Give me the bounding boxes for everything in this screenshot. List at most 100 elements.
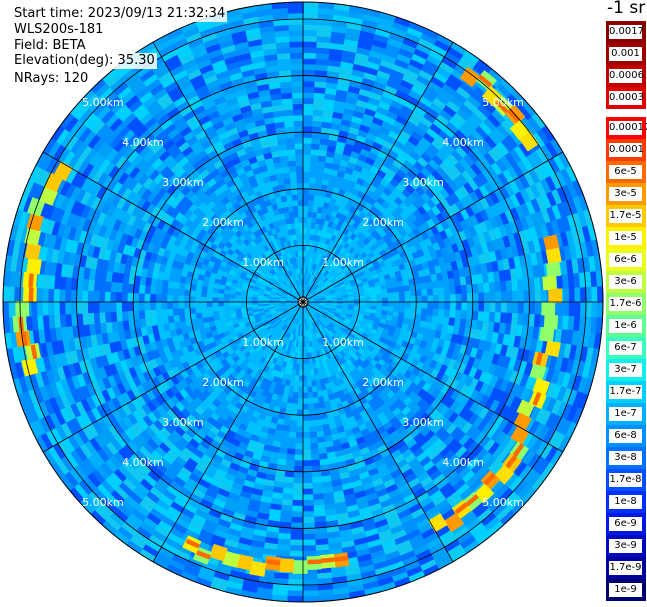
range-gate-cell [303, 1, 320, 9]
range-gate-cell [323, 99, 336, 107]
range-gate-cell [566, 373, 577, 391]
range-gate-cell [452, 325, 460, 336]
range-gate-cell [452, 269, 460, 279]
range-gate-cell [436, 114, 450, 127]
range-gate-cell [116, 311, 123, 322]
range-gate-cell [303, 75, 316, 82]
range-gate-cell [314, 302, 321, 304]
range-gate-cell [292, 397, 298, 404]
range-gate-cell [371, 273, 379, 280]
range-gate-cell [502, 169, 515, 184]
range-gate-cell [286, 448, 296, 455]
range-gate-cell [291, 403, 298, 410]
range-gate-cell [218, 310, 225, 316]
range-gate-cell [317, 229, 323, 237]
range-gate-cell [306, 292, 310, 298]
range-gate-cell [504, 209, 515, 224]
range-gate-cell [426, 259, 435, 269]
range-gate-cell [298, 381, 303, 388]
range-gate-cell [560, 329, 568, 345]
range-gate-cell [150, 309, 157, 318]
range-gate-cell [464, 193, 476, 207]
range-gate-cell [463, 228, 473, 240]
range-gate-cell [308, 302, 315, 304]
range-gate-cell [349, 225, 357, 234]
range-gate-cell [402, 159, 414, 171]
range-gate-cell [336, 307, 343, 311]
range-gate-cell [551, 384, 562, 401]
range-gate-cell [327, 259, 334, 266]
range-gate-cell [306, 369, 311, 376]
range-gate-cell [338, 188, 346, 197]
range-gate-cell [305, 285, 308, 292]
range-gate-cell [387, 292, 394, 298]
range-gate-cell [309, 166, 318, 173]
range-gate-cell [488, 131, 502, 146]
range-gate-cell [385, 135, 397, 146]
range-gate-cell [449, 309, 456, 319]
range-gate-cell [528, 313, 536, 327]
range-gate-cell [319, 294, 326, 298]
range-gate-cell [296, 420, 303, 427]
range-gate-cell [325, 82, 339, 90]
range-gate-cell [319, 304, 326, 307]
range-gate-cell [353, 302, 360, 306]
range-gate-cell [279, 510, 292, 518]
range-gate-cell [356, 238, 364, 247]
range-gate-cell [388, 74, 403, 86]
range-gate-cell [104, 291, 111, 302]
range-gate-cell [537, 263, 546, 278]
range-gate-cell [364, 294, 372, 299]
range-gate-cell [412, 271, 420, 279]
range-gate-cell [149, 293, 157, 302]
range-gate-cell [461, 170, 473, 183]
range-gate-cell [556, 274, 564, 290]
range-gate-cell [304, 262, 308, 269]
range-gate-cell [397, 84, 412, 96]
range-gate-cell [373, 187, 384, 197]
range-gate-cell [345, 260, 352, 267]
range-gate-cell [340, 255, 348, 263]
range-gate-cell [317, 24, 333, 32]
range-gate-cell [324, 306, 331, 310]
range-gate-cell [318, 149, 328, 157]
range-gate-cell [534, 289, 542, 303]
range-gate-cell [431, 44, 449, 58]
range-gate-cell [321, 207, 329, 215]
range-gate-cell [315, 264, 320, 271]
range-gate-cell [330, 307, 337, 311]
range-gate-cell [315, 217, 321, 225]
range-gate-cell [514, 218, 525, 233]
range-gate-cell [404, 120, 418, 132]
range-gate-cell [330, 293, 337, 297]
range-gate-cell [392, 159, 404, 170]
range-gate-cell [340, 263, 348, 270]
range-gate-cell [380, 284, 388, 290]
range-gate-cell [308, 302, 315, 305]
range-gate-cell [450, 41, 468, 56]
range-gate-cell [429, 102, 444, 115]
range-gate-cell [403, 100, 417, 112]
range-gate-cell [430, 322, 438, 331]
range-gate-cell [313, 304, 320, 308]
range-gate-cell [530, 212, 541, 228]
range-gate-cell [308, 297, 315, 301]
range-gate-cell [322, 286, 328, 291]
range-gate-cell [324, 87, 338, 96]
range-gate-cell [479, 121, 493, 136]
range-gate-cell [507, 93, 523, 110]
range-gate-cell [341, 308, 348, 312]
range-gate-cell [562, 274, 569, 290]
range-gate-cell [487, 113, 502, 129]
range-gate-cell [116, 282, 123, 293]
range-gate-cell [303, 222, 308, 229]
range-gate-cell [415, 307, 422, 315]
range-gate-cell [316, 47, 331, 55]
range-gate-cell [486, 165, 499, 180]
range-gate-cell [327, 65, 341, 73]
range-gate-cell [481, 168, 494, 183]
range-gate-cell [399, 268, 408, 276]
range-gate-cell [287, 584, 303, 591]
range-gate-cell [443, 254, 451, 265]
range-gate-cell [582, 209, 594, 227]
